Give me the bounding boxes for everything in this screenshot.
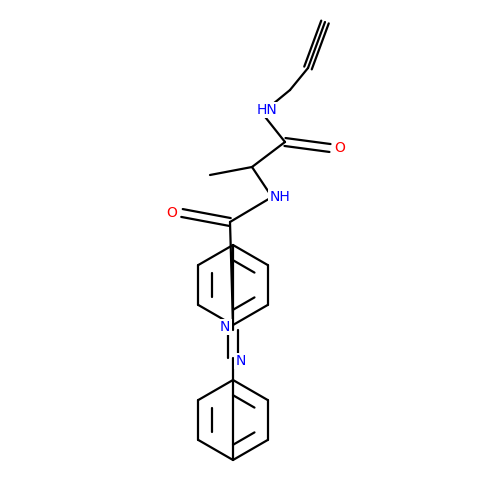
Text: N: N bbox=[236, 354, 246, 368]
Text: NH: NH bbox=[270, 190, 290, 204]
Text: O: O bbox=[166, 206, 177, 220]
Text: O: O bbox=[334, 141, 345, 155]
Text: N: N bbox=[220, 320, 230, 334]
Text: HN: HN bbox=[256, 103, 278, 117]
